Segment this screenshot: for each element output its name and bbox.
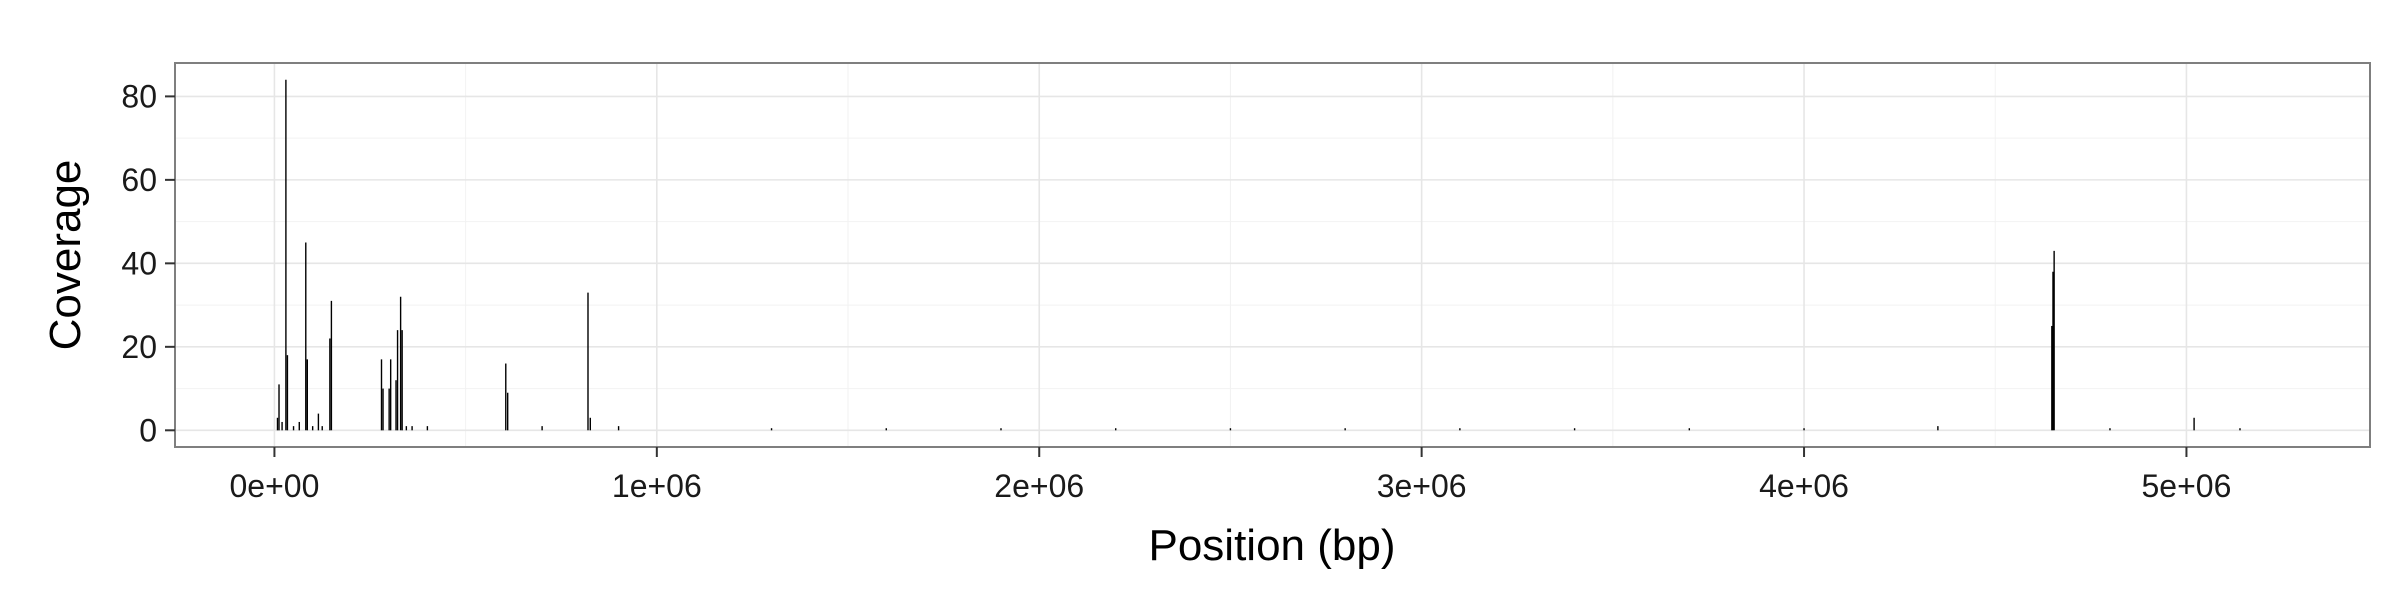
y-tick-label: 40 (121, 245, 157, 281)
major-gridlines (175, 63, 2370, 447)
x-tick-label: 3e+06 (1377, 468, 1467, 504)
minor-gridlines (175, 63, 2370, 447)
y-tick-label: 60 (121, 162, 157, 198)
x-tick-label: 4e+06 (1759, 468, 1849, 504)
x-tick-label: 2e+06 (994, 468, 1084, 504)
x-axis: 0e+00 1e+06 2e+06 3e+06 4e+06 5e+06 (229, 447, 2231, 504)
x-tick-label: 0e+00 (229, 468, 319, 504)
coverage-bars (276, 79, 2241, 431)
y-tick-label: 80 (121, 78, 157, 114)
y-axis-title: Coverage (41, 160, 90, 351)
y-tick-label: 0 (139, 412, 157, 448)
y-tick-label: 20 (121, 329, 157, 365)
plot-border (174, 62, 2371, 448)
x-tick-label: 5e+06 (2142, 468, 2232, 504)
x-tick-label: 1e+06 (612, 468, 702, 504)
y-axis: 0 20 40 60 80 (121, 78, 175, 448)
plot-panel (175, 63, 2370, 447)
x-axis-title: Position (bp) (1148, 521, 1395, 570)
